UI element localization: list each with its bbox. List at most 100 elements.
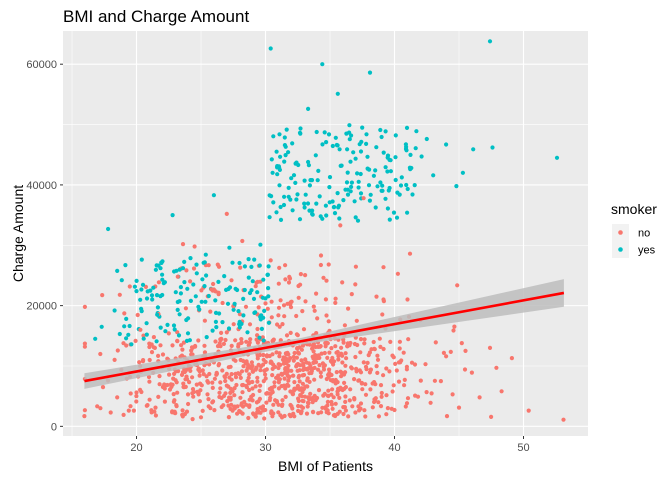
data-point-no (444, 414, 450, 419)
data-point-yes (184, 338, 190, 343)
data-point-no (301, 363, 306, 369)
data-point-yes (220, 320, 225, 325)
data-point-yes (405, 210, 410, 215)
data-point-yes (170, 213, 175, 218)
data-point-yes (282, 194, 287, 199)
data-point-yes (380, 183, 385, 188)
data-point-no (297, 368, 302, 373)
data-point-no (354, 318, 359, 323)
data-point-yes (358, 149, 364, 154)
data-point-no (450, 392, 455, 397)
data-point-no (334, 350, 339, 355)
data-point-yes (206, 293, 211, 299)
data-point-yes (154, 339, 159, 344)
data-point-no (301, 367, 306, 372)
data-point-no (276, 362, 281, 367)
data-point-no (296, 403, 301, 409)
data-point-no (361, 360, 366, 365)
data-point-yes (282, 143, 287, 148)
data-point-no (317, 363, 322, 368)
data-point-no (344, 356, 349, 361)
data-point-yes (313, 153, 318, 158)
data-point-no (333, 300, 338, 305)
data-point-yes (182, 259, 187, 264)
data-point-no (318, 262, 323, 268)
data-point-no (278, 298, 283, 303)
data-point-yes (126, 332, 131, 337)
data-point-no (343, 370, 348, 375)
data-point-no (561, 417, 566, 422)
data-point-no (306, 401, 311, 406)
data-point-no (327, 367, 332, 372)
data-point-no (352, 377, 357, 382)
data-point-no (229, 372, 234, 377)
data-point-no (312, 308, 317, 313)
data-point-no (339, 351, 344, 356)
data-point-yes (182, 280, 187, 285)
data-point-no (134, 390, 139, 395)
data-point-no (210, 385, 215, 390)
data-point-no (299, 347, 304, 352)
data-point-no (174, 404, 179, 409)
data-point-yes (267, 215, 272, 220)
data-point-yes (270, 170, 275, 175)
data-point-yes (271, 200, 276, 205)
y-tick-label: 20000 (26, 301, 57, 313)
data-point-no (381, 299, 386, 304)
data-point-yes (148, 288, 153, 293)
data-point-no (307, 342, 312, 347)
data-point-yes (290, 141, 295, 146)
data-point-no (215, 262, 220, 267)
data-point-no (283, 394, 288, 399)
data-point-no (455, 283, 460, 288)
data-point-no (456, 405, 462, 410)
data-point-no (287, 276, 293, 281)
data-point-no (318, 374, 324, 379)
data-point-no (133, 338, 138, 343)
data-point-no (269, 315, 274, 320)
data-point-no (499, 389, 504, 394)
data-point-yes (383, 196, 388, 201)
data-point-no (295, 333, 300, 338)
data-point-yes (381, 150, 386, 155)
data-point-yes (119, 278, 124, 283)
data-point-no (255, 375, 260, 380)
data-point-no (140, 359, 146, 364)
data-point-no (336, 353, 341, 359)
data-point-no (206, 397, 211, 402)
grid-minor (63, 31, 588, 436)
data-point-yes (332, 211, 338, 216)
data-point-no (181, 384, 186, 390)
data-point-no (127, 284, 132, 289)
data-point-no (407, 251, 413, 256)
data-point-yes (320, 142, 325, 147)
data-point-yes (408, 152, 413, 157)
data-point-yes (351, 150, 356, 155)
data-point-no (387, 369, 392, 374)
data-point-no (117, 292, 122, 297)
data-point-yes (210, 328, 215, 333)
data-point-no (283, 277, 288, 282)
data-point-no (433, 340, 438, 345)
data-point-yes (242, 264, 247, 269)
data-point-yes (374, 145, 379, 150)
data-point-no (340, 280, 345, 285)
data-point-yes (277, 132, 282, 137)
data-point-no (233, 338, 238, 343)
data-point-no (175, 338, 180, 343)
data-point-no (378, 344, 383, 349)
data-point-no (220, 300, 225, 306)
data-point-yes (127, 323, 132, 329)
data-point-no (267, 386, 272, 392)
data-point-no (322, 391, 327, 396)
data-point-yes (294, 160, 299, 165)
data-point-no (375, 370, 380, 375)
data-point-no (216, 363, 221, 368)
data-point-yes (201, 260, 206, 265)
trend-line (84, 291, 565, 383)
data-point-yes (235, 287, 240, 293)
data-point-no (239, 337, 244, 342)
data-point-yes (393, 177, 398, 183)
data-point-no (358, 370, 364, 375)
data-point-no (296, 375, 301, 380)
